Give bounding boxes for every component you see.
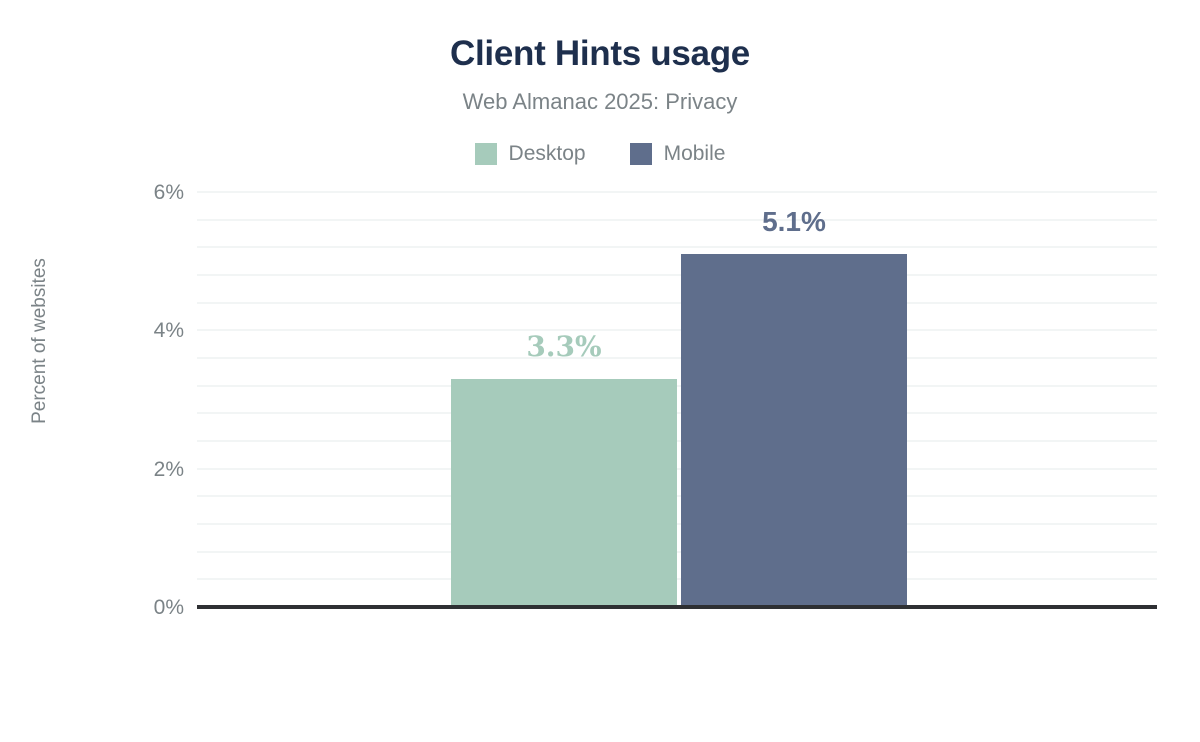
chart-title: Client Hints usage: [450, 34, 750, 73]
gridline: [197, 218, 1157, 221]
bar-value-label-mobile: 5.1%: [762, 206, 826, 238]
legend-item-mobile[interactable]: Mobile: [629, 142, 726, 166]
gridline: [197, 246, 1157, 249]
y-axis-tick-label: 4%: [153, 319, 184, 343]
gridline: [197, 274, 1157, 276]
gridline: [197, 329, 1157, 332]
y-axis-tick-label: 6%: [153, 181, 184, 204]
gridline: [197, 384, 1157, 387]
gridline: [197, 523, 1157, 525]
legend-swatch-mobile: [629, 143, 652, 165]
legend-label-desktop: Desktop: [508, 142, 586, 165]
bar-desktop[interactable]: [451, 378, 677, 607]
legend-item-desktop[interactable]: Desktop: [474, 142, 586, 166]
gridline: [197, 495, 1157, 498]
gridline: [197, 440, 1157, 442]
chart-subtitle: Web Almanac 2025: Privacy: [462, 89, 738, 114]
legend-label-mobile: Mobile: [663, 142, 726, 165]
gridline: [197, 412, 1157, 415]
y-axis-tick-label: 2%: [153, 457, 184, 481]
y-axis-tick-labels: 0% 2% 4% 6%: [114, 0, 184, 742]
gridline: [197, 301, 1157, 304]
gridline: [197, 191, 1157, 193]
bar-mobile[interactable]: [681, 254, 907, 607]
gridline: [197, 578, 1157, 581]
x-axis-line: [197, 605, 1157, 609]
gridline: [197, 467, 1157, 470]
y-axis-title: Percent of websites: [29, 258, 50, 424]
gridline: [197, 357, 1157, 359]
legend-swatch-desktop: [474, 143, 497, 165]
bar-value-label-desktop: 3.3%: [526, 329, 602, 363]
y-axis-tick-label: 0%: [153, 596, 184, 619]
chart-legend: Desktop Mobile: [0, 138, 1200, 170]
plot-area: 3.3% 5.1%: [197, 191, 1157, 608]
gridline: [197, 550, 1157, 553]
